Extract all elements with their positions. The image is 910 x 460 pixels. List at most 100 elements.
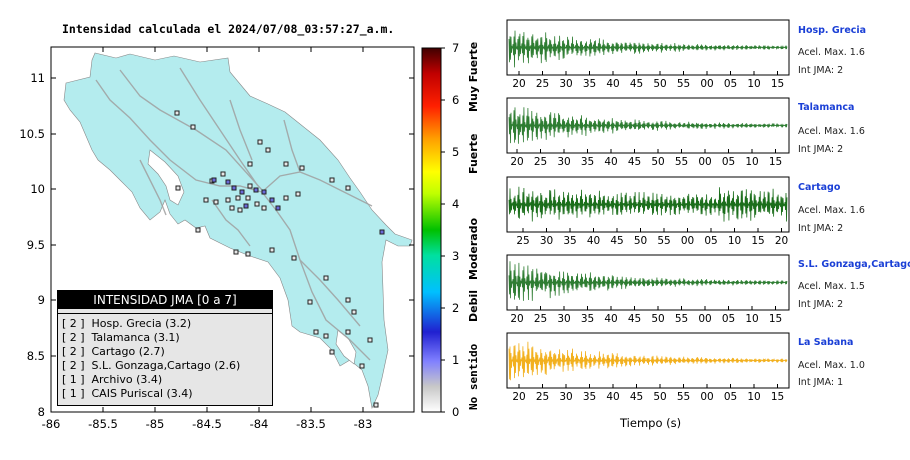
waveform-trace — [508, 30, 788, 68]
y-tick-label: 8 — [38, 405, 45, 419]
waveform-tick-label: 40 — [604, 313, 617, 325]
station-jma: Int JMA: 1 — [798, 377, 844, 388]
waveform-tick-label: 50 — [634, 235, 647, 247]
waveform-trace — [508, 341, 788, 381]
map-title: Intensidad calculada el 2024/07/08_03:57… — [62, 22, 395, 36]
waveform-tick-label: 40 — [606, 391, 619, 403]
waveform-tick-label: 05 — [722, 156, 735, 168]
waveform-tick-label: 00 — [698, 156, 711, 168]
colorbar-tick: 5 — [452, 145, 459, 159]
y-tick-label: 11 — [30, 71, 45, 85]
colorbar-tick: 0 — [452, 405, 459, 419]
colorbar-label-debil: Debil — [467, 290, 480, 322]
legend-item: [ 2 ] Talamanca (3.1) — [62, 331, 180, 344]
waveform-tick-label: 10 — [745, 156, 758, 168]
waveform-tick-label: 15 — [771, 78, 784, 90]
colorbar-ticks — [441, 47, 445, 413]
legend-item: [ 2 ] Hosp. Grecia (3.2) — [62, 317, 191, 330]
x-tick-label: -84 — [250, 417, 269, 431]
waveform-tick-label: 45 — [628, 156, 641, 168]
waveform-tick-label: 55 — [677, 391, 690, 403]
colorbar-tick: 1 — [452, 353, 459, 367]
waveform-tick-label: 55 — [675, 313, 688, 325]
station-acc: Acel. Max. 1.6 — [798, 126, 865, 137]
x-tick-label: -85 — [146, 417, 165, 431]
waveform-tick-label: 15 — [771, 391, 784, 403]
station-acc: Acel. Max. 1.0 — [798, 360, 865, 371]
waveform-tick-label: 55 — [657, 235, 670, 247]
colorbar-tick: 4 — [452, 197, 459, 211]
legend-label: CAIS Puriscal (3.4) — [91, 387, 193, 400]
legend-label: S.L. Gonzaga,Cartago (2.6) — [91, 359, 241, 372]
station-jma: Int JMA: 2 — [798, 223, 844, 234]
waveform-tick-label: 15 — [769, 156, 782, 168]
legend-label: Archivo (3.4) — [91, 373, 163, 386]
legend-list: [ 2 ] Hosp. Grecia (3.2) [ 2 ] Talamanca… — [58, 313, 272, 404]
legend-title: INTENSIDAD JMA [0 a 7] — [58, 291, 272, 309]
waveform-tick-label: 55 — [675, 156, 688, 168]
legend-int: [ 2 ] — [62, 317, 85, 330]
waveform-tick-label: 35 — [563, 235, 576, 247]
station-markers-blue — [211, 177, 385, 235]
y-tick-label: 10.5 — [19, 127, 45, 141]
colorbar-tick: 3 — [452, 249, 459, 263]
station-acc: Acel. Max. 1.6 — [798, 47, 865, 58]
x-tick-label: -86 — [42, 417, 61, 431]
map-y-axis — [51, 77, 414, 357]
legend-int: [ 2 ] — [62, 331, 85, 344]
station-acc: Acel. Max. 1.5 — [798, 281, 865, 292]
y-tick-label: 10 — [30, 182, 45, 196]
waveform-tick-label: 50 — [651, 156, 664, 168]
waveform-tick-label: 05 — [704, 235, 717, 247]
waveform-tick-label: 30 — [559, 78, 572, 90]
colorbar-tick: 2 — [452, 301, 459, 315]
waveform-tick-label: 20 — [510, 313, 523, 325]
colorbar-label-fuerte: Fuerte — [467, 134, 480, 174]
waveform-tick-label: 25 — [534, 156, 547, 168]
waveform-tick-label: 45 — [610, 235, 623, 247]
waveform-tick-label: 45 — [628, 313, 641, 325]
station-name: Hosp. Grecia — [798, 25, 867, 36]
colorbar-label-moderado: Moderado — [467, 217, 480, 280]
colorbar — [421, 47, 442, 413]
waveform-tick-label: 00 — [700, 78, 713, 90]
waveform-tick-label: 50 — [653, 391, 666, 403]
legend-label: Cartago (2.7) — [91, 345, 165, 358]
waveform-tick-label: 35 — [581, 313, 594, 325]
waveform-tick-label: 05 — [722, 313, 735, 325]
legend-item: [ 2 ] S.L. Gonzaga,Cartago (2.6) — [62, 359, 240, 372]
waveform-tick-label: 10 — [747, 78, 760, 90]
station-jma: Int JMA: 2 — [798, 144, 844, 155]
waveform-tick-label: 35 — [583, 391, 596, 403]
x-tick-label: -84.5 — [192, 417, 222, 431]
waveform-tick-label: 30 — [559, 391, 572, 403]
colorbar-label-no-sentido: No sentido — [467, 343, 480, 410]
waveform-tick-label: 35 — [581, 156, 594, 168]
legend-int: [ 1 ] — [62, 373, 85, 386]
waveform-tick-label: 25 — [536, 391, 549, 403]
y-tick-label: 8.5 — [27, 349, 45, 363]
colorbar-label-muy-fuerte: Muy Fuerte — [467, 42, 480, 112]
waveform-tick-label: 10 — [728, 235, 741, 247]
gulf-nicoya — [147, 149, 185, 206]
waveform-tick-label: 05 — [724, 78, 737, 90]
station-name: S.L. Gonzaga,Cartago — [798, 259, 910, 270]
waveform-tick-label: 10 — [747, 391, 760, 403]
x-tick-label: -83 — [354, 417, 373, 431]
legend-int: [ 2 ] — [62, 359, 85, 372]
waveform-tick-label: 20 — [775, 235, 788, 247]
waveform-tick-label: 35 — [583, 78, 596, 90]
station-name: La Sabana — [798, 337, 854, 348]
waveform-tick-label: 05 — [724, 391, 737, 403]
waveform-tick-label: 00 — [698, 313, 711, 325]
x-tick-label: -85.5 — [88, 417, 118, 431]
waveform-tick-label: 40 — [606, 78, 619, 90]
station-name: Talamanca — [798, 102, 855, 113]
y-tick-label: 9 — [38, 293, 45, 307]
waveform-tick-label: 30 — [557, 313, 570, 325]
waveform-tick-label: 15 — [751, 235, 764, 247]
waveform-tick-label: 20 — [512, 391, 525, 403]
waveform-trace — [508, 186, 788, 222]
station-jma: Int JMA: 2 — [798, 65, 844, 76]
